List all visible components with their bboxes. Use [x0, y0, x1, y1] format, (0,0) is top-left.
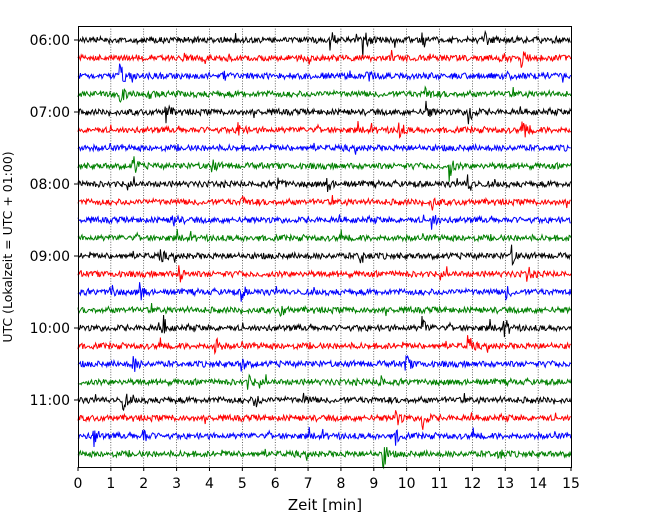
x-tick-label: 10 [398, 476, 416, 492]
trace-line [77, 194, 571, 211]
trace-line [77, 120, 572, 139]
x-axis: 0 1 2 3 4 5 6 7 8 9 10 11 12 13 14 15 [74, 467, 580, 492]
y-tick-label: 06:00 [30, 33, 70, 49]
trace-line [77, 373, 572, 390]
plot-frame [78, 26, 572, 468]
trace-line [77, 100, 572, 125]
trace-line [77, 214, 571, 230]
seismic-traces [77, 29, 572, 470]
trace-line [77, 354, 572, 372]
trace-line [77, 29, 571, 59]
minute-grid [110, 26, 539, 467]
trace-line [77, 335, 571, 356]
trace-line [77, 314, 572, 338]
trace-line [77, 228, 572, 243]
x-tick-label: 6 [271, 476, 280, 492]
x-tick-label: 11 [431, 476, 449, 492]
trace-line [77, 156, 572, 182]
x-tick-label: 13 [496, 476, 514, 492]
trace-line [77, 142, 571, 155]
trace-line [77, 244, 572, 266]
trace-line [77, 302, 572, 317]
x-tick-label: 14 [529, 476, 547, 492]
y-tick-label: 10:00 [30, 321, 70, 337]
x-tick-label: 7 [304, 476, 313, 492]
x-tick-label: 12 [463, 476, 481, 492]
x-tick-label: 3 [172, 476, 181, 492]
x-tick-label: 0 [74, 476, 83, 492]
x-tick-label: 5 [238, 476, 247, 492]
trace-line [77, 174, 572, 193]
y-tick-label: 08:00 [30, 177, 70, 193]
x-axis-label: Zeit [min] [288, 496, 362, 514]
x-tick-label: 4 [205, 476, 214, 492]
x-tick-label: 15 [562, 476, 580, 492]
trace-line [77, 447, 572, 470]
y-axis: 06:00 07:00 08:00 09:00 10:00 11:00 [30, 33, 78, 409]
trace-line [77, 63, 572, 83]
trace-line [77, 282, 572, 302]
y-tick-label: 09:00 [30, 249, 70, 265]
x-tick-label: 9 [369, 476, 378, 492]
y-tick-label: 11:00 [30, 393, 70, 409]
y-axis-label: UTC (Lokalzeit = UTC + 01:00) [0, 151, 15, 342]
x-tick-label: 8 [336, 476, 345, 492]
trace-line [77, 426, 572, 448]
trace-line [77, 410, 571, 430]
trace-line [77, 85, 572, 103]
trace-line [77, 49, 572, 68]
x-tick-label: 1 [106, 476, 115, 492]
x-tick-label: 2 [139, 476, 148, 492]
y-tick-label: 07:00 [30, 105, 70, 121]
trace-line [77, 392, 572, 412]
trace-line [77, 265, 572, 283]
